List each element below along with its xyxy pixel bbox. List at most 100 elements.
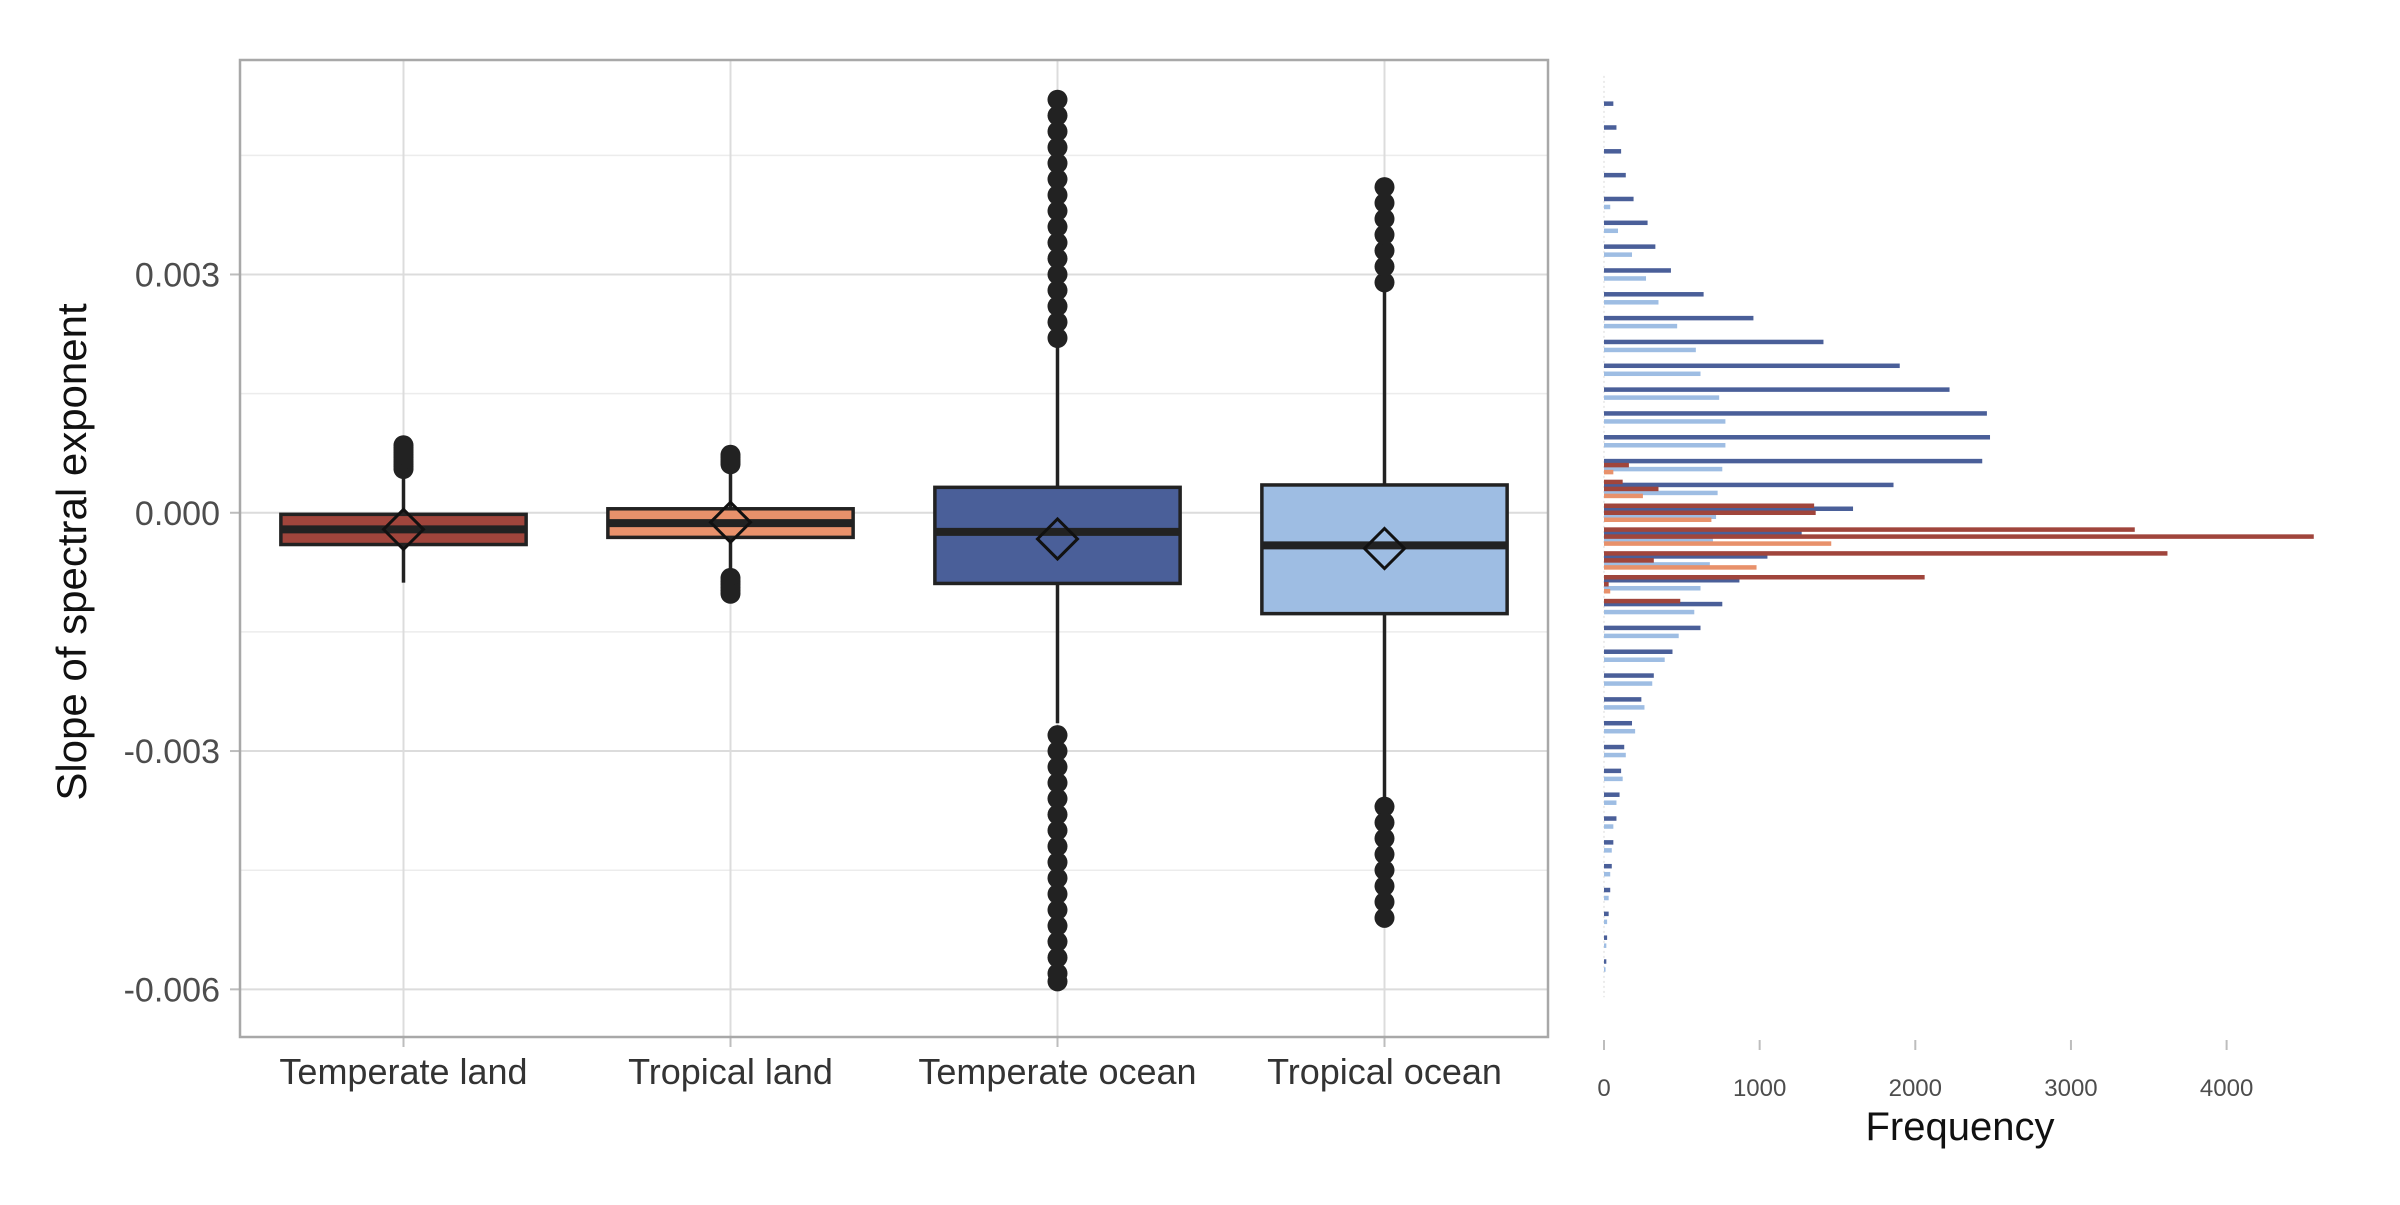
- hist-x-tick-label: 4000: [2200, 1075, 2253, 1102]
- hist-bar-temperate-land: [1604, 479, 1623, 485]
- hist-bar-temperate-ocean: [1604, 506, 1854, 512]
- hist-bar-tropical-ocean: [1604, 371, 1701, 377]
- x-tick-label: Temperate land: [279, 1051, 527, 1092]
- outlier-point: [1374, 796, 1395, 817]
- outlier-point: [1047, 884, 1068, 905]
- histogram-x-axis-title: Frequency: [1866, 1105, 2055, 1149]
- hist-bar-temperate-ocean: [1604, 101, 1614, 106]
- hist-bar-temperate-ocean: [1604, 863, 1612, 869]
- hist-bar-temperate-ocean: [1604, 625, 1701, 631]
- hist-x-tick-label: 3000: [2044, 1075, 2097, 1102]
- hist-bar-temperate-ocean: [1604, 411, 1987, 416]
- hist-bar-tropical-ocean: [1604, 776, 1623, 782]
- outlier-point: [1047, 328, 1068, 349]
- hist-bar-tropical-ocean: [1604, 347, 1696, 353]
- outlier-point: [1047, 232, 1068, 253]
- box-group-tropical-ocean: [1260, 177, 1509, 928]
- x-tick-label: Temperate ocean: [918, 1051, 1196, 1092]
- hist-bar-temperate-ocean: [1604, 268, 1671, 273]
- outlier-point: [1374, 240, 1395, 261]
- hist-bar-temperate-ocean: [1604, 816, 1617, 821]
- hist-bar-temperate-ocean: [1604, 887, 1611, 893]
- hist-bar-temperate-land: [1604, 510, 1816, 516]
- hist-bar-temperate-ocean: [1604, 673, 1654, 678]
- x-tick-label: Tropical land: [628, 1051, 833, 1092]
- hist-bar-temperate-land: [1604, 534, 2314, 539]
- plot-panel-border: [238, 58, 1550, 1039]
- hist-bar-tropical-land: [1604, 565, 1757, 570]
- hist-bar-tropical-ocean: [1604, 967, 1606, 972]
- hist-x-tick-label: 2000: [1889, 1075, 1942, 1102]
- outlier-point: [1047, 931, 1068, 952]
- outlier-point: [1047, 216, 1068, 237]
- hist-bar-tropical-ocean: [1604, 633, 1679, 639]
- hist-bar-temperate-ocean: [1604, 387, 1950, 392]
- hist-bar-temperate-ocean: [1604, 149, 1622, 154]
- hist-bar-temperate-ocean: [1604, 768, 1622, 774]
- hist-bar-tropical-ocean: [1604, 228, 1619, 234]
- x-tick-label: Tropical ocean: [1267, 1051, 1502, 1092]
- hist-bar-tropical-ocean: [1604, 919, 1608, 925]
- outlier-point: [1047, 200, 1068, 221]
- hist-bar-temperate-ocean: [1604, 840, 1614, 845]
- hist-bar-temperate-land: [1604, 574, 1925, 580]
- hist-bar-tropical-ocean: [1604, 562, 1710, 567]
- outlier-point: [1047, 820, 1068, 841]
- hist-bar-temperate-land: [1604, 581, 1609, 587]
- outlier-point: [1374, 224, 1395, 245]
- hist-bar-tropical-ocean: [1604, 204, 1611, 210]
- outlier-point: [1374, 256, 1395, 277]
- outlier-point: [1047, 137, 1068, 158]
- hist-bar-temperate-ocean: [1604, 911, 1609, 917]
- outlier-point: [1047, 788, 1068, 809]
- mean-diamond: [708, 500, 753, 545]
- outlier-point: [1047, 836, 1068, 857]
- outlier-point: [1047, 915, 1068, 936]
- hist-bar-tropical-ocean: [1604, 585, 1701, 591]
- hist-bar-temperate-ocean: [1604, 554, 1768, 559]
- outlier-point: [1374, 891, 1395, 912]
- y-axis-title: Slope of spectral exponent: [48, 303, 95, 801]
- hist-bar-temperate-land: [1604, 486, 1659, 492]
- hist-bar-tropical-land: [1604, 541, 1832, 546]
- outlier-point: [1047, 725, 1068, 746]
- y-tick-label: 0.003: [135, 256, 220, 294]
- hist-bar-tropical-ocean: [1604, 490, 1718, 496]
- hist-x-tick-label: 0: [1597, 1075, 1610, 1102]
- axes-layer: -0.006 -0.003 0.000 0.003 Temperate land Trop…: [124, 58, 2253, 1102]
- hist-bar-tropical-ocean: [1604, 300, 1659, 305]
- box-group-temperate-ocean: [933, 89, 1182, 992]
- outlier-point: [1047, 312, 1068, 333]
- hist-bar-tropical-ocean: [1604, 871, 1611, 877]
- mean-diamond: [1362, 526, 1407, 571]
- hist-bar-temperate-ocean: [1604, 339, 1824, 345]
- outlier-point: [1047, 852, 1068, 873]
- outlier-point: [1047, 804, 1068, 825]
- hist-bar-temperate-ocean: [1604, 720, 1633, 726]
- hist-bar-temperate-ocean: [1604, 601, 1723, 607]
- outlier-point: [1047, 741, 1068, 762]
- hist-bar-temperate-ocean: [1604, 196, 1634, 202]
- hist-bar-tropical-ocean: [1604, 252, 1633, 257]
- outlier-point: [1047, 105, 1068, 126]
- hist-bar-temperate-ocean: [1604, 292, 1704, 297]
- outlier-point: [1374, 192, 1395, 213]
- hist-bar-temperate-ocean: [1604, 220, 1648, 226]
- outlier-point: [1374, 208, 1395, 229]
- hist-bar-tropical-ocean: [1604, 538, 1713, 543]
- outlier-point: [1374, 860, 1395, 881]
- hist-bar-tropical-land: [1604, 493, 1643, 499]
- hist-bar-temperate-ocean: [1604, 530, 1802, 535]
- box-group-tropical-land: [606, 444, 855, 604]
- hist-bar-temperate-ocean: [1604, 244, 1656, 249]
- hist-bar-temperate-ocean: [1604, 577, 1740, 583]
- hist-bar-temperate-land: [1604, 598, 1681, 604]
- hist-bar-tropical-ocean: [1604, 848, 1612, 853]
- hist-bar-temperate-ocean: [1604, 959, 1607, 964]
- histogram-layer: [1603, 75, 2314, 998]
- hist-bar-tropical-ocean: [1604, 443, 1726, 448]
- outlier-point: [720, 583, 741, 604]
- hist-bar-tropical-land: [1604, 469, 1614, 475]
